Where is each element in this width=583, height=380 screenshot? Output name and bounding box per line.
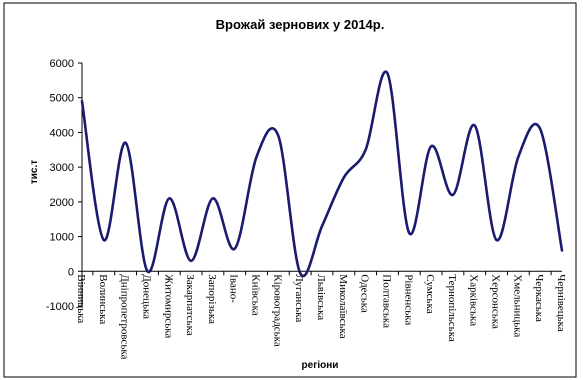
y-tick-label: 6000 — [50, 58, 74, 70]
x-tick-label: Івано- — [228, 274, 240, 303]
data-point — [343, 176, 345, 179]
x-tick-label: Тернопільська — [446, 274, 458, 342]
x-tick-label: Чернівецька — [555, 274, 567, 332]
y-tick-label: 4000 — [50, 127, 74, 139]
y-tick-label: 2000 — [50, 197, 74, 209]
chart-title: Врожай зернових у 2014р. — [216, 17, 385, 32]
x-tick-label: Закарпатська — [184, 274, 196, 335]
data-point — [495, 239, 498, 241]
x-tick-label: Волинська — [97, 274, 109, 324]
x-tick-label: Хмельницька — [511, 274, 523, 337]
data-point — [146, 270, 149, 273]
series-group — [80, 70, 564, 278]
data-point — [408, 232, 411, 234]
data-point — [168, 197, 171, 200]
x-tick-label: Вінницька — [75, 274, 87, 323]
data-point — [233, 247, 236, 250]
x-axis: Вінницька Волинська Дніпропетровська Донець… — [75, 270, 567, 360]
data-point — [81, 100, 83, 102]
x-tick-label: Харківська — [468, 274, 480, 326]
x-tick-label: Запорізька — [206, 274, 218, 324]
data-point — [299, 272, 301, 274]
x-axis-title: регіони — [302, 360, 339, 371]
data-point — [103, 239, 105, 241]
x-tick-label: Сумська — [424, 274, 436, 313]
data-point — [517, 155, 520, 158]
y-tick-label: 5000 — [50, 93, 74, 105]
data-point — [255, 155, 258, 158]
x-tick-label: Дніпропетровська — [119, 274, 131, 359]
data-point — [539, 128, 541, 130]
data-point — [212, 197, 214, 200]
data-point — [386, 72, 389, 75]
data-point — [430, 145, 432, 148]
data-point — [561, 249, 563, 252]
x-tick-label: Черкаська — [533, 274, 545, 322]
x-tick-label: Житомирська — [162, 274, 174, 338]
y-tick-label: 3000 — [50, 162, 74, 174]
x-tick-label: Полтавська — [380, 274, 392, 328]
x-tick-label: Херсонська — [490, 274, 502, 329]
chart-frame — [3, 2, 577, 378]
data-point — [452, 194, 454, 196]
data-point — [190, 260, 192, 262]
y-tick-label: 1000 — [50, 232, 74, 244]
x-tick-label: Київська — [250, 274, 262, 315]
x-tick-label: Рівненська — [402, 274, 414, 325]
x-tick-label: Луганська — [293, 274, 305, 322]
x-tick-label: Львівська — [315, 274, 327, 320]
x-tick-label: Одеська — [359, 274, 371, 313]
x-tick-label: Донецька — [140, 274, 152, 319]
data-point — [473, 124, 476, 127]
x-tick-label: Кіровоградська — [271, 274, 283, 347]
data-point — [321, 225, 323, 227]
data-point — [124, 142, 127, 144]
x-tick-label: Миколаївська — [337, 274, 349, 338]
y-axis-title: тис.т — [29, 160, 40, 184]
data-point — [364, 148, 367, 151]
y-tick-label: -1000 — [46, 301, 74, 313]
y-tick-label: 0 — [68, 266, 74, 278]
data-point — [277, 135, 280, 137]
